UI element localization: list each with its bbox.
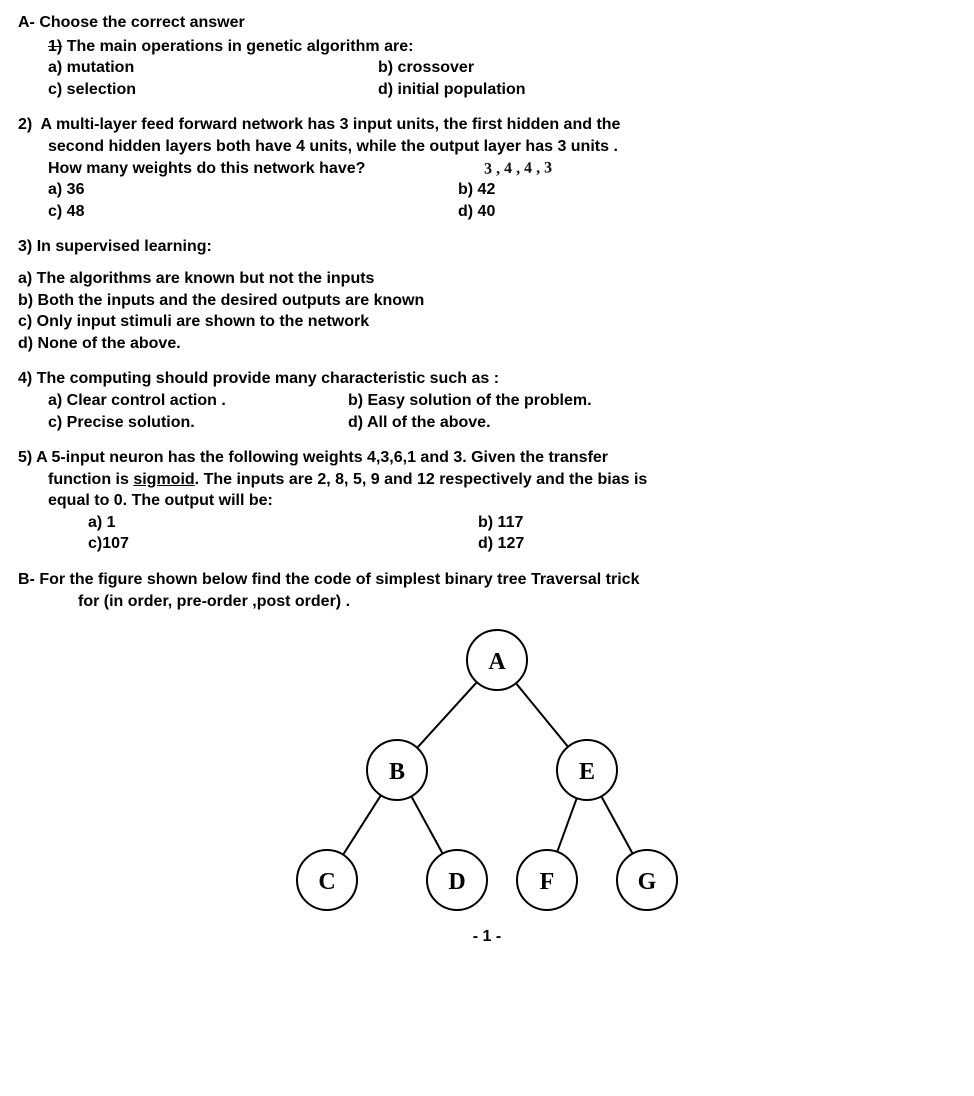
q3-number: 3)	[18, 238, 32, 255]
question-1: 1) The main operations in genetic algori…	[18, 36, 956, 101]
q3-opt-c: c) Only input stimuli are shown to the n…	[18, 311, 956, 333]
q5-line1: A 5-input neuron has the following weigh…	[36, 449, 608, 466]
q2-line2: second hidden layers both have 4 units, …	[18, 136, 956, 158]
page-number: - 1 -	[18, 926, 956, 948]
q4-number: 4)	[18, 370, 32, 387]
section-a-title: A- Choose the correct answer	[18, 12, 956, 34]
question-2: 2) A multi-layer feed forward network ha…	[18, 114, 956, 222]
q5-opt-b: b) 117	[418, 512, 956, 534]
q2-number: 2)	[18, 116, 32, 133]
tree-label-g: G	[638, 869, 657, 895]
tree-label-e: E	[579, 759, 595, 785]
q2-opt-c: c) 48	[48, 201, 378, 223]
binary-tree-figure: A B E C D F G	[257, 620, 717, 920]
tree-edge	[557, 798, 576, 852]
tree-edge	[601, 797, 632, 854]
q3-opt-b: b) Both the inputs and the desired outpu…	[18, 290, 956, 312]
q1-opt-c: c) selection	[48, 79, 378, 101]
question-3: 3) In supervised learning: a) The algori…	[18, 236, 956, 354]
q4-opt-c: c) Precise solution.	[48, 412, 348, 434]
tree-edge	[417, 682, 477, 748]
q2-opt-d: d) 40	[378, 201, 956, 223]
question-4: 4) The computing should provide many cha…	[18, 368, 956, 433]
q5-line2u: sigmoid	[133, 471, 194, 488]
q2-opt-b: b) 42	[378, 179, 956, 201]
section-b-line1: B- For the figure shown below find the c…	[18, 569, 956, 591]
q2-line1: A multi-layer feed forward network has 3…	[41, 116, 621, 133]
q5-opt-c: c)107	[88, 533, 418, 555]
q2-opt-a: a) 36	[48, 179, 378, 201]
q1-number: 1)	[48, 38, 62, 55]
q3-opt-a: a) The algorithms are known but not the …	[18, 268, 956, 290]
q3-opt-d: d) None of the above.	[18, 333, 956, 355]
q4-stem: The computing should provide many charac…	[37, 370, 499, 387]
q1-opt-a: a) mutation	[48, 57, 378, 79]
tree-label-a: A	[488, 649, 506, 675]
tree-label-d: D	[448, 869, 465, 895]
tree-label-c: C	[318, 869, 335, 895]
q2-handwritten: 3 , 4 , 4 , 3	[484, 157, 552, 180]
q5-line3: equal to 0. The output will be:	[18, 490, 956, 512]
q3-stem: In supervised learning:	[37, 238, 212, 255]
q1-opt-b: b) crossover	[378, 57, 956, 79]
q5-opt-a: a) 1	[88, 512, 418, 534]
tree-edge	[343, 796, 381, 855]
q5-opt-d: d) 127	[418, 533, 956, 555]
q2-line3: How many weights do this network have?	[48, 160, 365, 177]
q4-opt-d: d) All of the above.	[348, 412, 956, 434]
section-b-line2: for (in order, pre-order ,post order) .	[18, 591, 956, 613]
tree-edge	[516, 683, 568, 747]
q5-line2a: function is	[48, 471, 133, 488]
q5-line2b: . The inputs are 2, 8, 5, 9 and 12 respe…	[195, 471, 648, 488]
question-5: 5) A 5-input neuron has the following we…	[18, 447, 956, 555]
q5-number: 5)	[18, 449, 32, 466]
tree-label-f: F	[540, 869, 555, 895]
q1-opt-d: d) initial population	[378, 79, 956, 101]
q1-stem: The main operations in genetic algorithm…	[67, 38, 414, 55]
tree-edge	[411, 797, 442, 854]
q4-opt-a: a) Clear control action .	[48, 390, 348, 412]
q4-opt-b: b) Easy solution of the problem.	[348, 390, 956, 412]
tree-label-b: B	[389, 759, 405, 785]
